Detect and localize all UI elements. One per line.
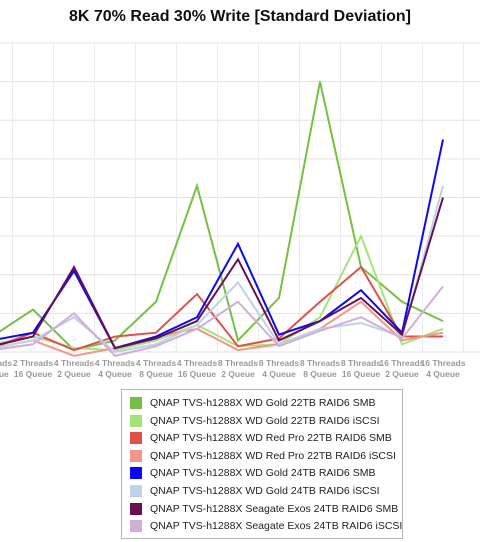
series-line-6 bbox=[0, 185, 444, 354]
series-line-1 bbox=[0, 81, 444, 352]
series-line-7 bbox=[0, 197, 444, 350]
x-tick-label: 8 Threads 16 Queue bbox=[341, 358, 381, 379]
legend-item[interactable]: QNAP TVS-h1288X Seagate Exos 24TB RAID6 … bbox=[130, 502, 398, 516]
x-tick-label: 8 Threads 4 Queue bbox=[259, 358, 299, 379]
legend-label: QNAP TVS-h1288X WD Red Pro 22TB RAID6 SM… bbox=[150, 432, 392, 445]
x-tick-label: 4 Threads 4 Queue bbox=[95, 358, 135, 379]
legend-label: QNAP TVS-h1288X WD Gold 22TB RAID6 iSCSI bbox=[150, 414, 380, 427]
chart-title: 8K 70% Read 30% Write [Standard Deviatio… bbox=[68, 8, 412, 25]
x-tick-label: 4 Threads 2 Queue bbox=[54, 358, 94, 379]
legend-label: QNAP TVS-h1288X WD Red Pro 22TB RAID6 iS… bbox=[150, 449, 396, 462]
legend-label: QNAP TVS-h1288X Seagate Exos 24TB RAID6 … bbox=[150, 520, 403, 533]
legend-swatch bbox=[130, 449, 142, 462]
x-tick-label: 2 Threads 16 Queue bbox=[13, 358, 53, 379]
legend: QNAP TVS-h1288X WD Gold 22TB RAID6 SMB QN… bbox=[121, 389, 403, 539]
series-line-8 bbox=[0, 285, 444, 357]
x-tick-label: 4 Threads 16 Queue bbox=[177, 358, 217, 379]
legend-item[interactable]: QNAP TVS-h1288X WD Red Pro 22TB RAID6 iS… bbox=[130, 449, 396, 463]
x-tick-label: 16 Threads 2 Queue bbox=[380, 358, 425, 379]
legend-label: QNAP TVS-h1288X WD Gold 24TB RAID6 SMB bbox=[150, 467, 376, 480]
legend-label: QNAP TVS-h1288X WD Gold 24TB RAID6 iSCSI bbox=[150, 485, 380, 497]
legend-label: QNAP TVS-h1288X Seagate Exos 24TB RAID6 … bbox=[150, 502, 399, 515]
legend-item[interactable]: QNAP TVS-h1288X Seagate Exos 24TB RAID6 … bbox=[130, 519, 402, 533]
legend-label: QNAP TVS-h1288X WD Gold 22TB RAID6 SMB bbox=[150, 397, 376, 409]
legend-item[interactable]: QNAP TVS-h1288X WD Red Pro 22TB RAID6 SM… bbox=[130, 431, 392, 445]
series-line-5 bbox=[0, 139, 444, 350]
legend-item[interactable]: QNAP TVS-h1288X WD Gold 24TB RAID6 SMB bbox=[130, 466, 375, 480]
legend-swatch bbox=[130, 467, 142, 480]
legend-swatch bbox=[130, 520, 142, 533]
legend-swatch bbox=[130, 397, 142, 409]
x-tick-label: 8 Threads 2 Queue bbox=[218, 358, 258, 379]
legend-swatch bbox=[130, 485, 142, 497]
legend-item[interactable]: QNAP TVS-h1288X WD Gold 22TB RAID6 SMB bbox=[130, 396, 375, 410]
series-lines bbox=[0, 81, 444, 357]
x-tick-label: 8 Threads 8 Queue bbox=[300, 358, 340, 379]
legend-item[interactable]: QNAP TVS-h1288X WD Gold 24TB RAID6 iSCSI bbox=[130, 484, 380, 498]
x-tick-label: 16 Threads 4 Queue bbox=[421, 358, 466, 379]
series-line-3 bbox=[0, 265, 443, 352]
legend-swatch bbox=[130, 432, 142, 445]
legend-swatch bbox=[130, 414, 142, 427]
legend-item[interactable]: QNAP TVS-h1288X WD Gold 22TB RAID6 iSCSI bbox=[130, 414, 380, 428]
legend-swatch bbox=[130, 502, 142, 515]
series-line-4 bbox=[0, 300, 444, 357]
x-tick-label: 4 Threads 8 Queue bbox=[136, 358, 176, 379]
